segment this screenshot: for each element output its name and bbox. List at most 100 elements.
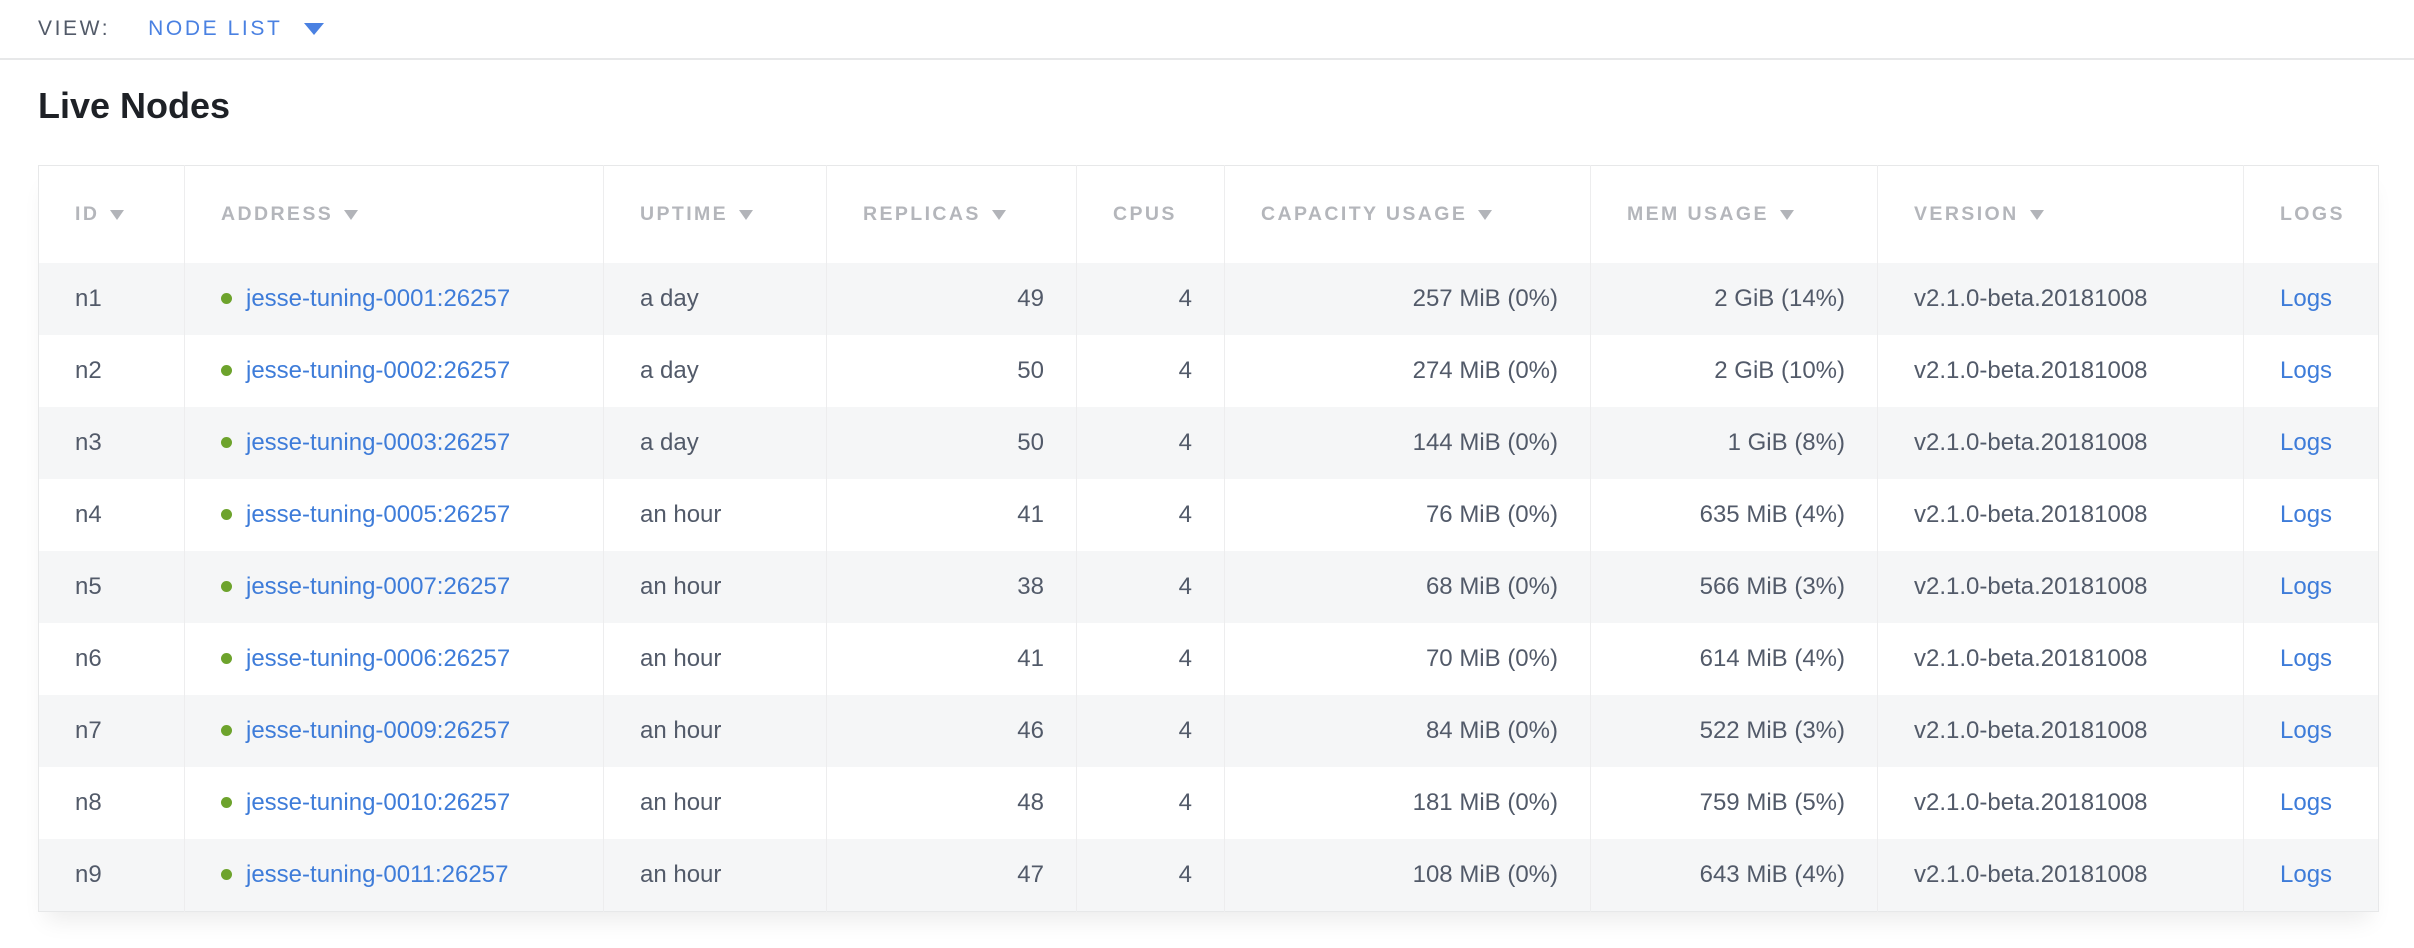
cell-cpus: 4 — [1076, 695, 1225, 767]
cell-capacity: 144 MiB (0%) — [1224, 407, 1591, 479]
node-address-link[interactable]: jesse-tuning-0002:26257 — [246, 357, 511, 384]
column-header-address[interactable]: ADDRESS — [184, 165, 604, 263]
cell-id: n7 — [38, 695, 185, 767]
cell-capacity: 108 MiB (0%) — [1224, 839, 1591, 912]
cell-capacity: 70 MiB (0%) — [1224, 623, 1591, 695]
table-row-n6: n6 jesse-tuning-0006:26257 an hour 41 4 70 Mi… — [39, 623, 2379, 695]
cell-mem: 635 MiB (4%) — [1590, 479, 1878, 551]
node-address-link[interactable]: jesse-tuning-0009:26257 — [246, 717, 511, 744]
cell-logs: Logs — [2243, 623, 2379, 695]
cell-mem: 759 MiB (5%) — [1590, 767, 1878, 839]
column-header-id[interactable]: ID — [39, 166, 185, 264]
cell-uptime: an hour — [603, 623, 827, 695]
column-header-uptime[interactable]: UPTIME — [603, 165, 827, 263]
cell-uptime: an hour — [603, 767, 827, 839]
sort-caret-icon — [1478, 210, 1493, 220]
logs-link[interactable]: Logs — [2280, 573, 2333, 600]
cell-capacity: 84 MiB (0%) — [1224, 695, 1591, 767]
cell-mem: 2 GiB (10%) — [1590, 335, 1878, 407]
node-address-link[interactable]: jesse-tuning-0003:26257 — [246, 429, 511, 456]
cell-id: n2 — [75, 357, 102, 384]
cell-address: jesse-tuning-0011:26257 — [184, 839, 604, 912]
cell-uptime: a day — [603, 335, 827, 407]
cell-cpus: 4 — [1076, 335, 1225, 407]
cell-uptime: an hour — [603, 839, 827, 912]
table-row-n7: n7 jesse-tuning-0009:26257 an hour 46 4 84 Mi… — [38, 695, 2379, 767]
cell-version: v2.1.0-beta.20181008 — [1877, 839, 2244, 912]
cell-cpus: 4 — [1076, 551, 1225, 623]
view-selector-bar: VIEW: NODE LIST — [0, 0, 2414, 60]
cell-mem: 566 MiB (3%) — [1590, 551, 1878, 623]
column-header-label: REPLICAS — [863, 203, 981, 225]
cell-address: jesse-tuning-0010:26257 — [184, 767, 604, 839]
live-status-icon — [221, 581, 232, 592]
cell-capacity: 181 MiB (0%) — [1224, 767, 1591, 839]
cell-address: jesse-tuning-0005:26257 — [184, 479, 604, 551]
cell-id: n9 — [38, 839, 185, 912]
node-address-link[interactable]: jesse-tuning-0005:26257 — [246, 501, 511, 528]
column-header-label: ADDRESS — [221, 203, 334, 225]
column-header-label: UPTIME — [640, 203, 729, 225]
cell-logs: Logs — [2243, 479, 2379, 551]
sort-caret-icon — [2029, 210, 2044, 220]
cell-uptime: an hour — [603, 479, 827, 551]
cell-logs: Logs — [2243, 263, 2379, 335]
sort-caret-icon — [991, 210, 1006, 220]
logs-link[interactable]: Logs — [2280, 717, 2333, 744]
live-status-icon — [221, 869, 232, 880]
view-dropdown[interactable]: NODE LIST — [148, 17, 325, 41]
column-header-label: VERSION — [1914, 203, 2019, 225]
cell-mem: 2 GiB (14%) — [1590, 263, 1878, 335]
live-status-icon — [221, 725, 232, 736]
logs-link[interactable]: Logs — [2280, 357, 2333, 384]
column-header-label: MEM USAGE — [1627, 203, 1769, 225]
cell-logs: Logs — [2243, 335, 2379, 407]
cell-logs: Logs — [2243, 407, 2379, 479]
cell-uptime: an hour — [603, 695, 827, 767]
cell-replicas: 50 — [826, 407, 1077, 479]
column-header-label: CAPACITY USAGE — [1261, 203, 1468, 225]
cell-replicas: 41 — [826, 623, 1077, 695]
logs-link[interactable]: Logs — [2280, 429, 2333, 456]
node-address-link[interactable]: jesse-tuning-0011:26257 — [246, 861, 509, 888]
logs-link[interactable]: Logs — [2280, 501, 2333, 528]
cell-cpus: 4 — [1076, 479, 1225, 551]
cell-address: jesse-tuning-0001:26257 — [184, 263, 604, 335]
cell-version: v2.1.0-beta.20181008 — [1877, 479, 2244, 551]
column-header-label: ID — [75, 203, 100, 225]
sort-caret-icon — [344, 210, 359, 220]
column-header-label: CPUS — [1113, 203, 1177, 225]
view-label: VIEW: — [38, 17, 111, 40]
cell-capacity: 68 MiB (0%) — [1224, 551, 1591, 623]
node-address-link[interactable]: jesse-tuning-0006:26257 — [246, 645, 511, 672]
cell-logs: Logs — [2243, 695, 2379, 767]
table-header-row: ID ADDRESS UPTIME REPLICAS CPUS CAPACITY USAG… — [39, 165, 2379, 264]
cell-capacity: 257 MiB (0%) — [1224, 263, 1591, 335]
cell-address: jesse-tuning-0002:26257 — [184, 335, 604, 407]
cell-cpus: 4 — [1076, 263, 1225, 335]
table-row-n8: n8 jesse-tuning-0010:26257 an hour 48 4 181 M… — [39, 767, 2379, 839]
cell-logs: Logs — [2243, 551, 2379, 623]
column-header-capacity[interactable]: CAPACITY USAGE — [1224, 165, 1591, 263]
cell-id: n5 — [38, 551, 185, 623]
column-header-mem[interactable]: MEM USAGE — [1590, 165, 1878, 263]
column-header-label: LOGS — [2280, 203, 2345, 225]
cell-version: v2.1.0-beta.20181008 — [1877, 695, 2244, 767]
cell-cpus: 4 — [1076, 407, 1225, 479]
node-address-link[interactable]: jesse-tuning-0010:26257 — [246, 789, 511, 816]
node-address-link[interactable]: jesse-tuning-0007:26257 — [246, 573, 511, 600]
logs-link[interactable]: Logs — [2280, 789, 2333, 816]
node-address-link[interactable]: jesse-tuning-0001:26257 — [246, 285, 511, 312]
cell-id: n4 — [75, 501, 102, 528]
live-status-icon — [221, 365, 232, 376]
table-row-n9: n9 jesse-tuning-0011:26257 an hour 47 4 108 M… — [38, 839, 2379, 912]
column-header-replicas[interactable]: REPLICAS — [826, 165, 1077, 263]
cell-version: v2.1.0-beta.20181008 — [1877, 551, 2244, 623]
column-header-version[interactable]: VERSION — [1877, 165, 2244, 263]
logs-link[interactable]: Logs — [2280, 645, 2333, 672]
cell-replicas: 49 — [826, 263, 1077, 335]
live-status-icon — [221, 293, 232, 304]
logs-link[interactable]: Logs — [2280, 285, 2333, 312]
logs-link[interactable]: Logs — [2280, 861, 2333, 888]
sort-caret-icon — [739, 210, 754, 220]
